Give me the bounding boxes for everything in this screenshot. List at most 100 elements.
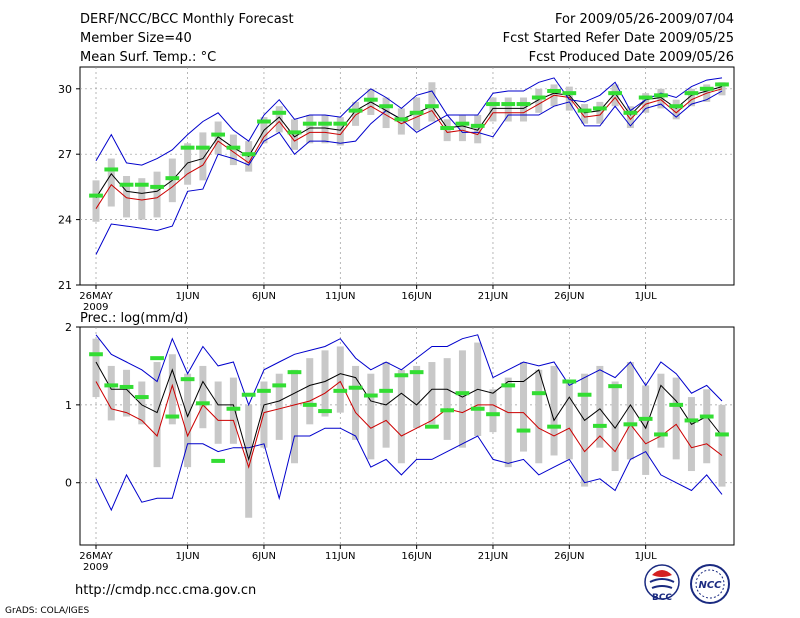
p1-xtick-label: 26JUN <box>554 291 584 302</box>
source-url[interactable]: http://cmdp.ncc.cma.gov.cn <box>75 583 256 598</box>
member-size: Member Size=40 <box>80 31 192 46</box>
p2-box <box>657 373 665 448</box>
p2-median-mark <box>562 379 577 384</box>
p1-median-mark <box>654 93 668 98</box>
p1-median-mark <box>211 132 226 137</box>
p2-box <box>184 373 192 468</box>
p1-box <box>382 97 390 129</box>
p2-series-ens_mean <box>95 361 723 462</box>
p2-box <box>520 362 528 452</box>
p2-xtick-label: 21JUN <box>478 551 508 562</box>
p1-median-mark <box>104 167 119 172</box>
p2-median-mark <box>302 402 317 407</box>
p2-median-mark <box>211 458 226 463</box>
p1-series-ens_mean <box>95 86 723 199</box>
p2-median-mark <box>394 373 409 378</box>
p1-box <box>565 86 573 111</box>
p2-median-mark <box>623 422 638 427</box>
p2-median-mark <box>89 352 103 357</box>
p2-box <box>413 365 421 429</box>
p2-box <box>275 373 283 440</box>
p2-xtick-label: 1JUL <box>635 551 658 562</box>
p1-median-mark <box>318 121 332 126</box>
p1-xtick-label: 1JUL <box>635 291 658 302</box>
p1-median-mark <box>165 176 180 181</box>
p2-box <box>458 350 466 448</box>
p1-ytick-label: 27 <box>58 148 72 161</box>
p2-box <box>352 365 360 440</box>
p2-median-mark <box>654 432 668 437</box>
p1-series-ens_min <box>95 88 723 209</box>
p1-median-mark <box>623 110 638 115</box>
p2-box <box>535 369 543 464</box>
p2-box <box>703 389 711 464</box>
p2-box <box>611 381 619 472</box>
p2-series-envelope_max <box>95 334 723 407</box>
p1-box <box>92 180 100 222</box>
ncc-logo-text: NCC <box>698 580 722 591</box>
p2-median-mark <box>318 409 332 414</box>
p1-box <box>428 82 436 122</box>
p2-median-mark <box>669 402 684 407</box>
p1-median-mark <box>592 106 607 111</box>
p1-median-mark <box>440 126 455 131</box>
p1-median-mark <box>348 108 363 113</box>
p1-box <box>214 121 222 155</box>
p1-median-mark <box>333 121 348 126</box>
p1-xtick-label: 26MAY <box>79 291 113 302</box>
p2-median-mark <box>363 393 378 398</box>
p2-box <box>107 365 115 421</box>
p2-box <box>550 365 558 456</box>
p2-median-mark <box>196 401 210 406</box>
p2-xtick-label: 11JUN <box>325 551 355 562</box>
p2-median-mark <box>272 383 287 388</box>
p1-median-mark <box>425 104 439 109</box>
p1-median-mark <box>531 95 546 100</box>
p2-box <box>245 404 253 518</box>
forecast-start-date: Fcst Started Refer Date 2009/05/25 <box>503 31 734 46</box>
p2-box <box>565 381 573 460</box>
p1-xtick-label: 11JUN <box>325 291 355 302</box>
p1-median-mark <box>379 104 393 109</box>
p1-median-mark <box>699 86 714 91</box>
prec-medians <box>89 352 729 463</box>
p1-median-mark <box>608 91 622 96</box>
p2-box <box>428 362 436 425</box>
p1-series-envelope_max <box>95 77 723 166</box>
p2-series-ens_min <box>95 380 723 469</box>
p1-box <box>199 132 207 181</box>
p2-median-mark <box>104 383 119 388</box>
p2-year-label: 2009 <box>83 562 108 573</box>
p2-median-mark <box>150 356 164 361</box>
p1-ytick-label: 24 <box>58 214 72 227</box>
p1-median-mark <box>715 82 729 87</box>
prec-lines <box>95 334 723 512</box>
p1-median-mark <box>226 145 241 150</box>
p2-box <box>168 354 176 425</box>
p2-median-mark <box>455 391 470 396</box>
p1-median-mark <box>363 97 378 102</box>
p2-median-mark <box>715 432 729 437</box>
p2-box <box>153 362 161 468</box>
p2-median-mark <box>409 370 424 375</box>
p1-median-mark <box>516 102 531 107</box>
prec-variable-label: Prec.: log(mm/d) <box>80 311 188 326</box>
p2-median-mark <box>226 406 241 411</box>
p2-median-mark <box>333 388 348 393</box>
p1-box <box>397 108 405 135</box>
p1-median-mark <box>272 110 287 115</box>
p2-xtick-label: 26JUN <box>554 551 584 562</box>
p2-xtick-label: 26MAY <box>79 551 113 562</box>
p2-median-mark <box>501 383 516 388</box>
p2-box <box>596 365 604 448</box>
p1-box <box>474 114 482 144</box>
p1-median-mark <box>134 182 149 187</box>
p1-box <box>138 178 146 220</box>
p2-box <box>290 369 298 464</box>
p1-median-mark <box>287 130 302 135</box>
p2-xtick-label: 16JUN <box>401 551 431 562</box>
p1-box <box>458 114 466 142</box>
p2-box <box>489 389 497 433</box>
p1-median-mark <box>257 119 271 124</box>
grads-credit: GrADS: COLA/IGES <box>5 606 89 616</box>
